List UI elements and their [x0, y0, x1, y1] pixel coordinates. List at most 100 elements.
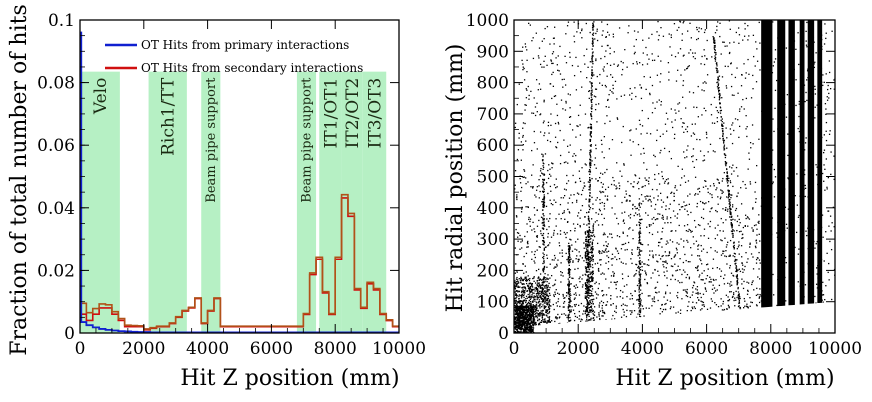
scatter-point: [583, 185, 586, 187]
right-plot-frame: [513, 19, 836, 334]
scatter-point: [719, 230, 721, 232]
scatter-point: [640, 97, 643, 100]
scatter-point: [639, 206, 641, 208]
scatter-point: [720, 53, 722, 55]
scatter-point: [537, 283, 539, 285]
scatter-point: [737, 282, 739, 284]
scatter-point: [705, 278, 707, 280]
scatter-point: [584, 257, 587, 259]
scatter-point: [539, 230, 542, 232]
scatter-point: [522, 294, 524, 297]
scatter-point: [519, 312, 521, 314]
scatter-point: [598, 313, 600, 316]
scatter-point: [660, 104, 662, 106]
scatter-point: [613, 180, 615, 182]
scatter-point: [589, 303, 591, 305]
scatter-point: [518, 323, 521, 325]
scatter-point: [714, 58, 717, 60]
scatter-point: [529, 308, 532, 311]
scatter-point: [815, 174, 818, 176]
x-tick-label: 8000: [749, 339, 792, 359]
scatter-point: [592, 38, 594, 40]
scatter-point: [739, 270, 742, 273]
scatter-point: [589, 195, 591, 197]
scatter-point: [543, 197, 546, 199]
scatter-point: [551, 97, 553, 100]
scatter-point: [591, 301, 594, 303]
scatter-point: [716, 289, 718, 291]
scatter-point: [657, 218, 659, 220]
scatter-point: [667, 255, 669, 257]
scatter-point: [530, 310, 533, 313]
scatter-point: [547, 121, 550, 124]
scatter-point: [584, 253, 587, 255]
scatter-point: [550, 202, 553, 205]
scatter-point: [734, 256, 736, 258]
scatter-point: [638, 247, 640, 249]
scatter-point: [573, 293, 575, 296]
scatter-point: [547, 319, 550, 322]
scatter-point: [716, 117, 718, 119]
scatter-point: [606, 62, 608, 65]
scatter-point: [557, 69, 559, 71]
scatter-point: [517, 321, 520, 324]
scatter-point: [742, 307, 745, 309]
scatter-point: [587, 286, 589, 288]
scatter-point: [536, 307, 538, 309]
scatter-point: [749, 297, 751, 299]
scatter-point: [626, 235, 629, 237]
scatter-point: [528, 322, 531, 325]
scatter-point: [696, 106, 698, 109]
scatter-point: [629, 87, 631, 90]
scatter-point: [523, 170, 526, 172]
scatter-point: [755, 240, 757, 242]
scatter-point: [755, 41, 757, 43]
scatter-point: [591, 243, 593, 246]
scatter-point: [831, 298, 833, 301]
scatter-point: [683, 54, 685, 56]
scatter-point: [520, 326, 523, 328]
scatter-point: [730, 62, 732, 64]
scatter-point: [590, 136, 593, 138]
scatter-point: [620, 316, 623, 318]
scatter-point: [589, 192, 591, 194]
scatter-point: [675, 80, 678, 82]
scatter-point: [661, 303, 663, 306]
scatter-point: [729, 264, 731, 267]
scatter-point: [533, 288, 535, 291]
scatter-point: [581, 37, 583, 39]
scatter-point: [641, 186, 643, 188]
scatter-point: [592, 29, 594, 31]
scatter-point: [640, 194, 643, 196]
scatter-point: [605, 106, 607, 108]
scatter-point: [641, 64, 644, 66]
scatter-point: [714, 44, 716, 47]
scatter-point: [534, 296, 536, 298]
scatter-point: [726, 308, 728, 310]
scatter-point: [591, 71, 593, 74]
scatter-point: [591, 33, 594, 35]
scatter-point: [673, 137, 676, 140]
scatter-point: [605, 248, 607, 250]
scatter-point: [536, 240, 538, 242]
scatter-point: [719, 107, 722, 109]
scatter-point: [541, 201, 543, 203]
scatter-point: [601, 34, 603, 36]
scatter-point: [658, 291, 660, 293]
scatter-point: [726, 45, 728, 47]
scatter-point: [590, 113, 592, 115]
scatter-point: [638, 221, 640, 223]
scatter-point: [728, 307, 730, 309]
scatter-point: [740, 85, 743, 87]
scatter-point: [595, 59, 597, 62]
scatter-point: [705, 180, 707, 183]
scatter-point: [543, 99, 545, 101]
scatter-point: [738, 244, 740, 246]
scatter-point: [702, 186, 705, 188]
scatter-point: [685, 229, 688, 232]
scatter-point: [638, 313, 641, 316]
scatter-point: [751, 283, 753, 286]
scatter-point: [696, 269, 699, 272]
scatter-point: [563, 139, 565, 141]
scatter-point: [774, 107, 776, 110]
